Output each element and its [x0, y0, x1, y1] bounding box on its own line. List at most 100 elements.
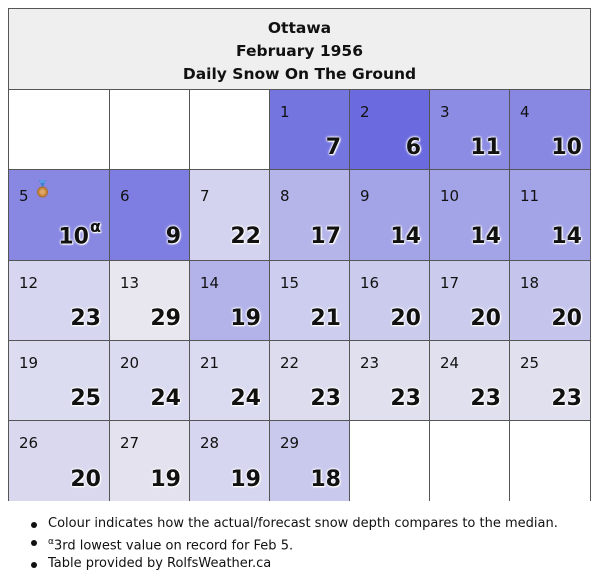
snow-depth-value: 19 [150, 467, 181, 492]
snow-depth-value: 23 [390, 386, 421, 411]
day-cell-17: 17 20 [430, 261, 510, 341]
note-provider: Table provided by RolfsWeather.ca [28, 555, 558, 573]
city-title: Ottawa [267, 19, 332, 37]
day-cell-16: 16 20 [350, 261, 430, 341]
day-cell-4: 4 10 [510, 90, 590, 170]
day-number: 16 [360, 274, 380, 292]
day-cell-11: 11 14 [510, 170, 590, 261]
day-number: 9 [360, 187, 370, 205]
snow-depth-value: 11 [470, 135, 501, 160]
day-cell-26: 26 20 [9, 421, 110, 501]
day-number: 4 [520, 103, 530, 121]
day-number: 24 [440, 354, 460, 372]
empty-cell [510, 421, 590, 501]
day-cell-10: 10 14 [430, 170, 510, 261]
snow-depth-value: 19 [230, 306, 261, 331]
calendar-header: Ottawa February 1956 Daily Snow On The G… [9, 9, 590, 90]
day-number: 14 [200, 274, 220, 292]
day-cell-8: 8 17 [270, 170, 350, 261]
snow-depth-value: 9 [165, 224, 181, 249]
day-cell-28: 28 19 [190, 421, 270, 501]
day-cell-23: 23 23 [350, 341, 430, 421]
day-cell-19: 19 25 [9, 341, 110, 421]
snow-depth-value: 6 [405, 135, 421, 160]
day-cell-21: 21 24 [190, 341, 270, 421]
day-number: 5 [19, 187, 29, 205]
day-cell-27: 27 19 [110, 421, 190, 501]
day-number: 17 [440, 274, 460, 292]
snow-depth-value: 10 [551, 135, 582, 160]
day-cell-14: 14 19 [190, 261, 270, 341]
day-cell-7: 7 22 [190, 170, 270, 261]
day-number: 6 [120, 187, 130, 205]
snow-calendar-table: Ottawa February 1956 Daily Snow On The G… [8, 8, 591, 501]
day-number: 29 [280, 434, 300, 452]
snow-depth-value: 20 [470, 306, 501, 331]
chart-subtitle: Daily Snow On The Ground [182, 65, 417, 83]
snow-depth-value: 23 [70, 306, 101, 331]
day-cell-22: 22 23 [270, 341, 350, 421]
day-number: 21 [200, 354, 220, 372]
snow-depth-value: 14 [390, 224, 421, 249]
day-number: 3 [440, 103, 450, 121]
empty-cell [110, 90, 190, 170]
day-number: 20 [120, 354, 140, 372]
snow-depth-value: 18 [310, 467, 341, 492]
day-number: 10 [440, 187, 460, 205]
day-number: 7 [200, 187, 210, 205]
day-number: 18 [520, 274, 540, 292]
snow-depth-value: 20 [551, 306, 582, 331]
snow-depth-value: 29 [150, 306, 181, 331]
snow-depth-value: 14 [551, 224, 582, 249]
day-cell-24: 24 23 [430, 341, 510, 421]
day-number: 23 [360, 354, 380, 372]
day-cell-3: 3 11 [430, 90, 510, 170]
snow-depth-value: 23 [310, 386, 341, 411]
alpha-marker: α [48, 537, 54, 547]
month-title: February 1956 [236, 42, 363, 60]
day-number: 27 [120, 434, 140, 452]
snow-depth-value: 14 [470, 224, 501, 249]
day-cell-9: 9 14 [350, 170, 430, 261]
day-number: 8 [280, 187, 290, 205]
bronze-medal-icon [37, 180, 48, 198]
snow-depth-value: 23 [551, 386, 582, 411]
snow-depth-value: 10α [58, 216, 101, 249]
empty-cell [9, 90, 110, 170]
day-number: 26 [19, 434, 39, 452]
snow-depth-value: 21 [310, 306, 341, 331]
day-number: 15 [280, 274, 300, 292]
snow-depth-value: 24 [150, 386, 181, 411]
day-cell-18: 18 20 [510, 261, 590, 341]
day-cell-12: 12 23 [9, 261, 110, 341]
day-number: 25 [520, 354, 540, 372]
day-cell-15: 15 21 [270, 261, 350, 341]
day-number: 28 [200, 434, 220, 452]
day-cell-20: 20 24 [110, 341, 190, 421]
day-cell-25: 25 23 [510, 341, 590, 421]
note-colour: Colour indicates how the actual/forecast… [28, 515, 558, 533]
snow-depth-value: 17 [310, 224, 341, 249]
day-number: 11 [520, 187, 540, 205]
empty-cell [190, 90, 270, 170]
snow-depth-value: 23 [470, 386, 501, 411]
day-number: 1 [280, 103, 290, 121]
snow-depth-value: 24 [230, 386, 261, 411]
day-cell-5: 5 10α [9, 170, 110, 261]
snow-depth-value: 20 [70, 467, 101, 492]
empty-cell [430, 421, 510, 501]
day-cell-13: 13 29 [110, 261, 190, 341]
snow-depth-value: 22 [230, 224, 261, 249]
record-marker: α [90, 216, 101, 236]
footnotes: Colour indicates how the actual/forecast… [28, 515, 558, 573]
day-cell-29: 29 18 [270, 421, 350, 501]
snow-depth-value: 19 [230, 467, 261, 492]
day-number: 19 [19, 354, 39, 372]
day-number: 12 [19, 274, 39, 292]
day-number: 22 [280, 354, 300, 372]
snow-depth-value: 7 [325, 135, 341, 160]
note-alpha: α3rd lowest value on record for Feb 5. [28, 533, 558, 555]
